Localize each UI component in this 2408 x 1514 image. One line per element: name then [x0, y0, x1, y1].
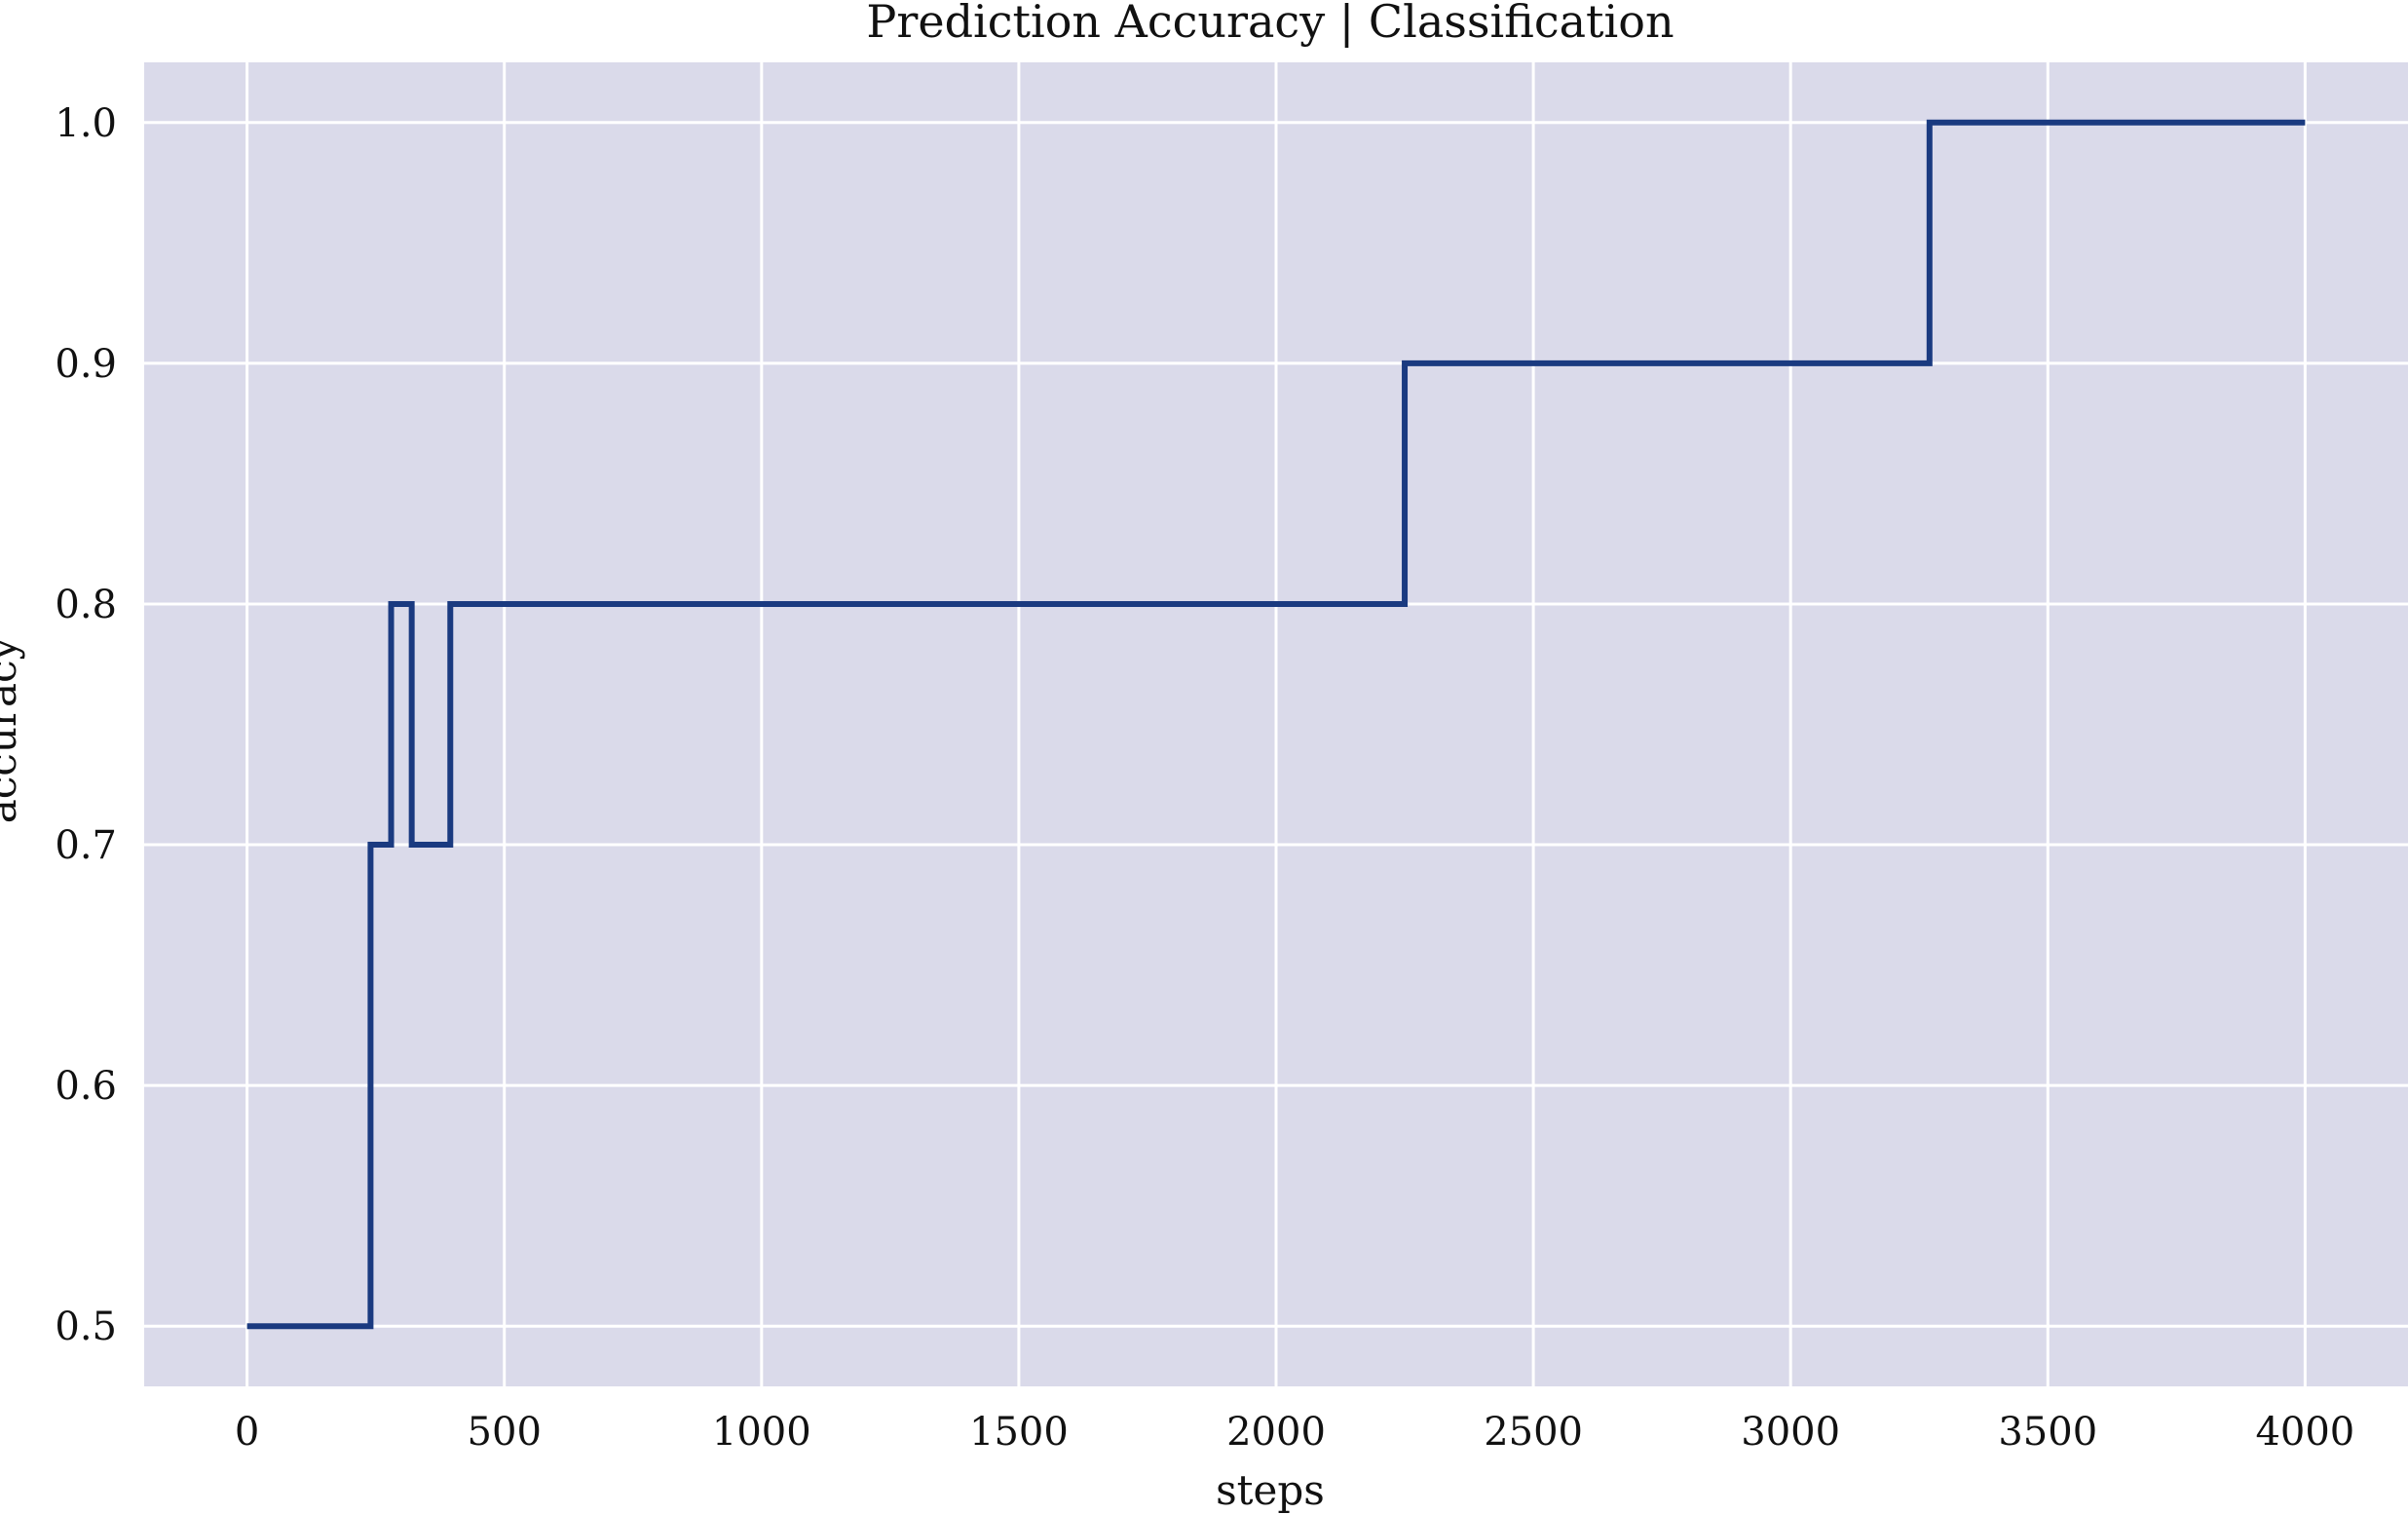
x-tick-label: 500 — [468, 1410, 542, 1455]
grid-lines — [144, 62, 2408, 1386]
y-axis-label: accuracy — [0, 636, 25, 823]
y-tick-label: 0.5 — [55, 1305, 117, 1349]
x-tick-label: 1000 — [712, 1410, 811, 1455]
y-tick-label: 0.9 — [55, 342, 117, 387]
y-tick-label: 1.0 — [55, 101, 117, 146]
chart-title: Prediction Accuracy | Classification — [866, 0, 1674, 48]
x-tick-labels: 0 500 1000 1500 2000 2500 3000 3500 4000 — [235, 1410, 2354, 1455]
x-tick-label: 3000 — [1741, 1410, 1840, 1455]
accuracy-step-line — [246, 119, 2306, 1330]
y-tick-labels: 0.5 0.6 0.7 0.8 0.9 1.0 — [55, 101, 117, 1349]
y-tick-label: 0.8 — [55, 583, 117, 627]
series-layer — [246, 119, 2306, 1330]
x-tick-label: 0 — [235, 1410, 259, 1455]
x-tick-label: 4000 — [2255, 1410, 2354, 1455]
y-tick-label: 0.7 — [55, 823, 117, 868]
y-tick-label: 0.6 — [55, 1064, 117, 1109]
x-axis-label: steps — [1216, 1466, 1325, 1514]
x-tick-label: 2000 — [1226, 1410, 1326, 1455]
x-tick-label: 2500 — [1484, 1410, 1583, 1455]
x-tick-label: 1500 — [969, 1410, 1069, 1455]
x-tick-label: 3500 — [1998, 1410, 2097, 1455]
